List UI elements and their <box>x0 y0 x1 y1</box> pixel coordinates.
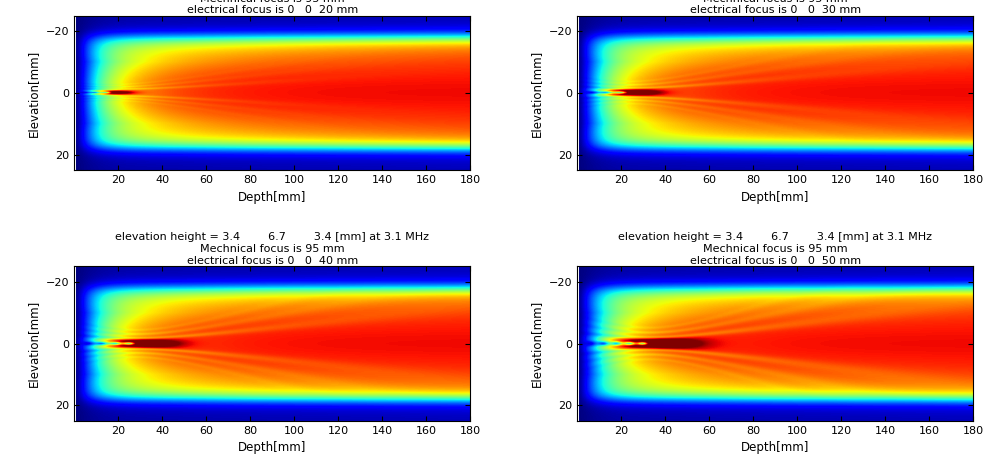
X-axis label: Depth[mm]: Depth[mm] <box>238 191 306 204</box>
X-axis label: Depth[mm]: Depth[mm] <box>238 441 306 454</box>
Y-axis label: Elevation[mm]: Elevation[mm] <box>28 50 41 137</box>
Y-axis label: Elevation[mm]: Elevation[mm] <box>531 50 543 137</box>
Title: elevation height = 3.4        6.7        3.4 [mm] at 3.1 MHz
Mechnical focus is : elevation height = 3.4 6.7 3.4 [mm] at 3… <box>116 0 429 15</box>
Title: elevation height = 3.4        6.7        3.4 [mm] at 3.1 MHz
Mechnical focus is : elevation height = 3.4 6.7 3.4 [mm] at 3… <box>618 233 932 266</box>
Title: elevation height = 3.4        6.7        3.4 [mm] at 3.1 MHz
Mechnical focus is : elevation height = 3.4 6.7 3.4 [mm] at 3… <box>116 233 429 266</box>
X-axis label: Depth[mm]: Depth[mm] <box>741 191 809 204</box>
Y-axis label: Elevation[mm]: Elevation[mm] <box>28 300 41 387</box>
Y-axis label: Elevation[mm]: Elevation[mm] <box>531 300 543 387</box>
X-axis label: Depth[mm]: Depth[mm] <box>741 441 809 454</box>
Title: elevation height = 3.4        6.7        3.4 [mm] at 3.1 MHz
Mechnical focus is : elevation height = 3.4 6.7 3.4 [mm] at 3… <box>618 0 932 15</box>
